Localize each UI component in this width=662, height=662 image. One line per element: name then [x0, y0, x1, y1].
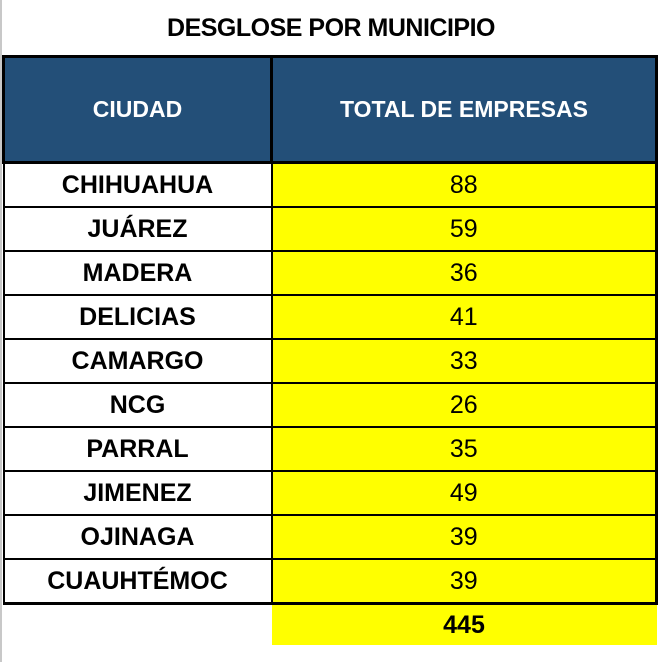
column-header-ciudad: CIUDAD [2, 55, 273, 164]
total-cell: 26 [270, 382, 658, 428]
city-cell: NCG [2, 382, 273, 428]
table-row: NCG 26 [2, 382, 658, 428]
total-cell: 33 [270, 338, 658, 384]
city-cell: CHIHUAHUA [2, 161, 273, 208]
grand-total-cell: 445 [271, 603, 657, 645]
header-row: CIUDAD TOTAL DE EMPRESAS [2, 55, 658, 164]
city-cell: OJINAGA [2, 514, 273, 560]
table-row: OJINAGA 39 [2, 514, 658, 560]
total-cell: 88 [270, 161, 658, 208]
table-row: JIMENEZ 49 [2, 470, 658, 516]
city-cell: MADERA [2, 250, 273, 296]
table-row: JUÁREZ 59 [2, 206, 658, 252]
grand-total-row: 445 [4, 603, 657, 646]
city-cell: PARRAL [2, 426, 273, 472]
sheet-edge [0, 0, 2, 662]
total-cell: 59 [270, 206, 658, 252]
column-header-total: TOTAL DE EMPRESAS [270, 55, 658, 164]
table-row: CUAUHTÉMOC 39 [2, 558, 658, 605]
city-cell: JUÁREZ [2, 206, 273, 252]
municipio-table: CIUDAD TOTAL DE EMPRESAS CHIHUAHUA 88 JUÁR… [2, 55, 658, 645]
total-cell: 41 [270, 294, 658, 340]
table-row: PARRAL 35 [2, 426, 658, 472]
total-cell: 36 [270, 250, 658, 296]
table-row: MADERA 36 [2, 250, 658, 296]
total-cell: 49 [270, 470, 658, 516]
table-title: DESGLOSE POR MUNICIPIO [167, 14, 495, 42]
city-cell: CUAUHTÉMOC [2, 558, 273, 605]
table-row: DELICIAS 41 [2, 294, 658, 340]
empty-cell [4, 604, 272, 646]
city-cell: JIMENEZ [2, 470, 273, 516]
total-cell: 35 [270, 426, 658, 472]
city-cell: DELICIAS [2, 294, 273, 340]
city-cell: CAMARGO [2, 338, 273, 384]
table-row: CAMARGO 33 [2, 338, 658, 384]
total-cell: 39 [270, 558, 658, 605]
total-cell: 39 [270, 514, 658, 560]
table-row: CHIHUAHUA 88 [2, 161, 658, 208]
